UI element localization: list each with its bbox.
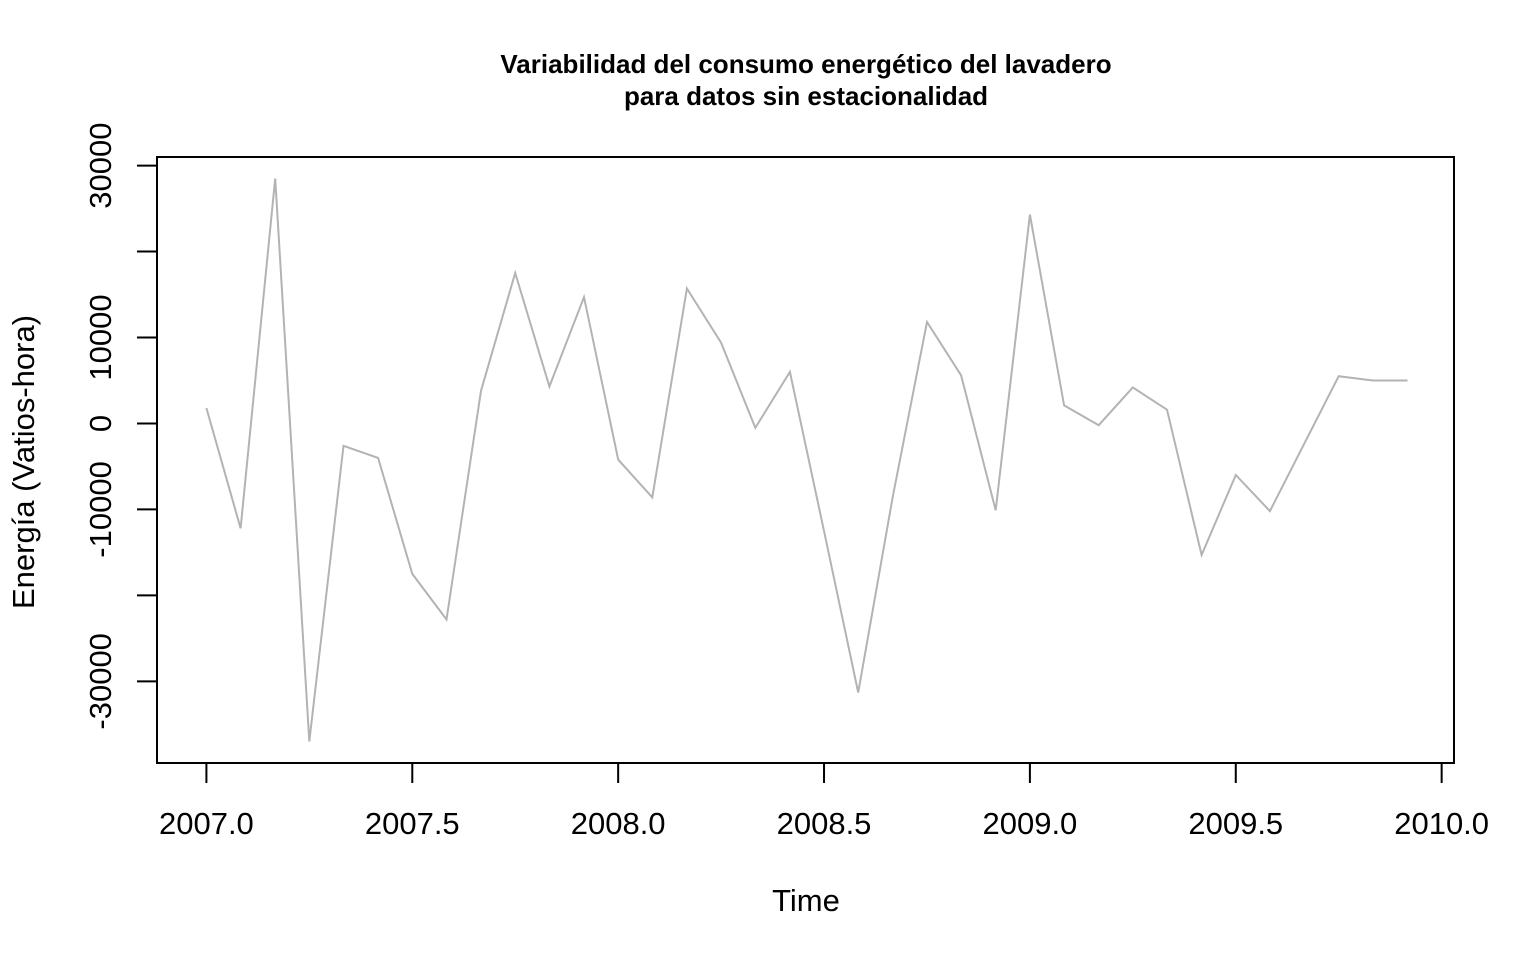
y-tick-label: -30000 xyxy=(83,633,118,730)
y-tick-label: -10000 xyxy=(83,461,118,558)
x-tick-label: 2010.0 xyxy=(1394,806,1489,841)
x-tick-label: 2007.5 xyxy=(365,806,460,841)
y-axis: 30000 10000 0 -10000 -30000 xyxy=(83,122,158,730)
y-axis-label: Energía (Vatios-hora) xyxy=(6,315,41,609)
x-tick-label: 2009.5 xyxy=(1188,806,1283,841)
y-tick-label: 10000 xyxy=(83,294,118,380)
x-tick-label: 2007.0 xyxy=(159,806,254,841)
series-layer xyxy=(205,178,1408,742)
x-axis: 2007.0 2007.5 2008.0 2008.5 2009.0 2009.5 2010… xyxy=(159,762,1489,841)
chart-subtitle: para datos sin estacionalidad xyxy=(624,81,988,111)
plot-frame xyxy=(156,156,1455,764)
x-tick-label: 2008.0 xyxy=(571,806,666,841)
x-tick-label: 2009.0 xyxy=(982,806,1077,841)
y-tick-label: 30000 xyxy=(83,122,118,208)
x-tick-label: 2008.5 xyxy=(777,806,872,841)
chart-title: Variabilidad del consumo energético del … xyxy=(500,49,1111,79)
y-tick-label: 0 xyxy=(83,415,118,432)
series-line xyxy=(205,178,1408,742)
x-axis-label: Time xyxy=(772,883,840,918)
